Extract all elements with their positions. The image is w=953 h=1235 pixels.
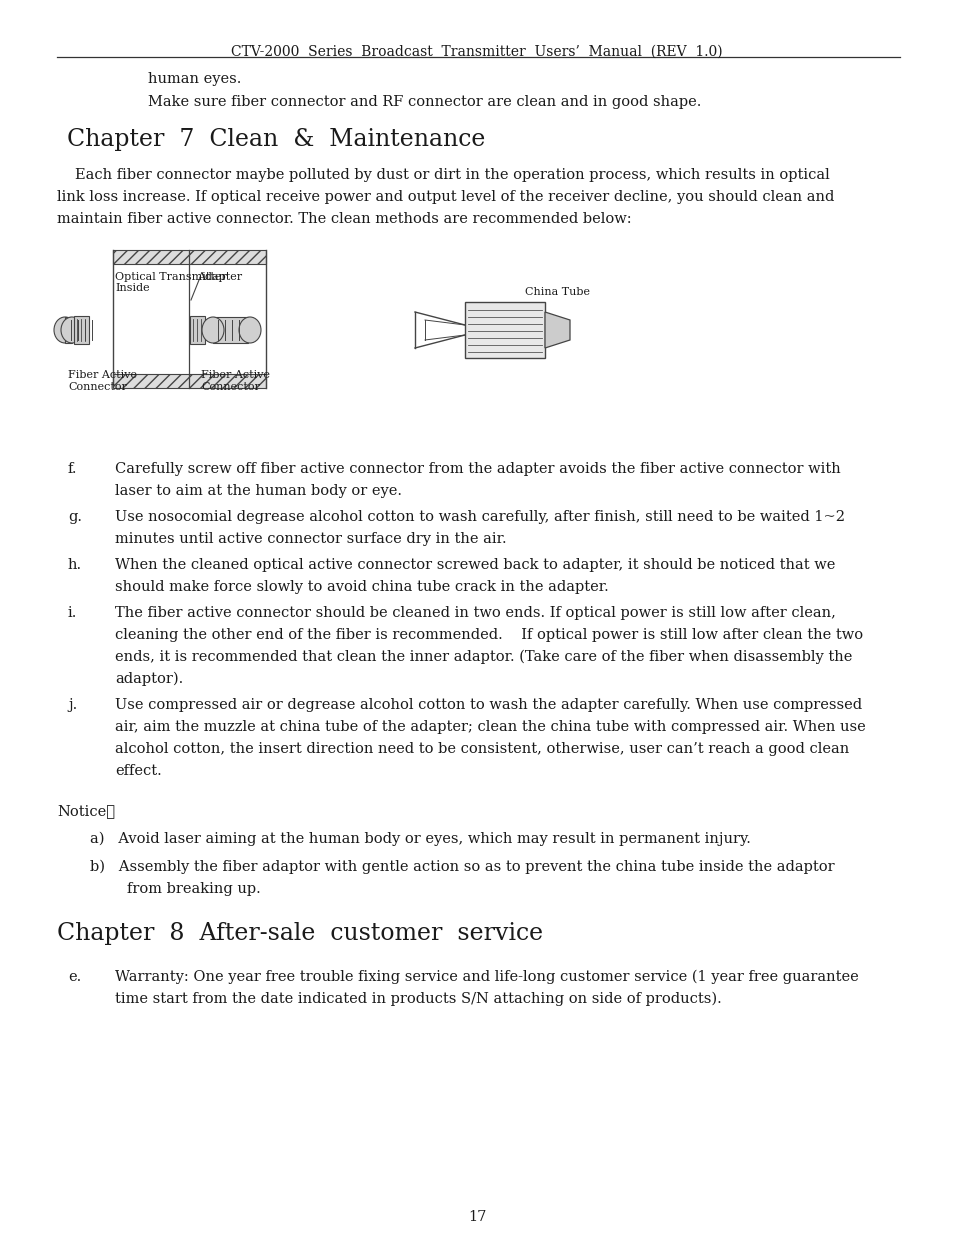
Ellipse shape: [202, 317, 224, 343]
Text: f.: f.: [68, 462, 77, 475]
Text: Carefully screw off fiber active connector from the adapter avoids the fiber act: Carefully screw off fiber active connect…: [115, 462, 840, 475]
Bar: [74, 316, 89, 345]
Ellipse shape: [239, 317, 261, 343]
Text: air, aim the muzzle at china tube of the adapter; clean the china tube with comp: air, aim the muzzle at china tube of the…: [115, 720, 864, 734]
Text: Chapter  7  Clean  &  Maintenance: Chapter 7 Clean & Maintenance: [67, 128, 485, 151]
Text: CTV-2000  Series  Broadcast  Transmitter  Users’  Manual  (REV  1.0): CTV-2000 Series Broadcast Transmitter Us…: [231, 44, 722, 59]
Text: Use nosocomial degrease alcohol cotton to wash carefully, after finish, still ne: Use nosocomial degrease alcohol cotton t…: [115, 510, 844, 524]
Text: e.: e.: [68, 969, 81, 984]
Text: i.: i.: [68, 606, 77, 620]
Text: Fiber Active: Fiber Active: [68, 370, 137, 380]
Bar: [190, 316, 205, 345]
Text: maintain fiber active connector. The clean methods are recommended below:: maintain fiber active connector. The cle…: [57, 212, 631, 226]
Text: Warranty: One year free trouble fixing service and life-long customer service (1: Warranty: One year free trouble fixing s…: [115, 969, 858, 984]
Text: should make force slowly to avoid china tube crack in the adapter.: should make force slowly to avoid china …: [115, 580, 608, 594]
Text: minutes until active connector surface dry in the air.: minutes until active connector surface d…: [115, 532, 506, 546]
Text: a)   Avoid laser aiming at the human body or eyes, which may result in permanent: a) Avoid laser aiming at the human body …: [90, 832, 750, 846]
Text: Adapter: Adapter: [196, 272, 242, 282]
Text: effect.: effect.: [115, 764, 162, 778]
Text: link loss increase. If optical receive power and output level of the receiver de: link loss increase. If optical receive p…: [57, 190, 834, 204]
Text: Notice：: Notice：: [57, 804, 115, 818]
Text: Optical Transmitter: Optical Transmitter: [115, 272, 227, 282]
Bar: [65, 317, 71, 343]
Text: Use compressed air or degrease alcohol cotton to wash the adapter carefully. Whe: Use compressed air or degrease alcohol c…: [115, 698, 862, 713]
Text: adaptor).: adaptor).: [115, 672, 183, 687]
Text: Connector: Connector: [68, 382, 127, 391]
Bar: [464, 303, 544, 358]
Text: j.: j.: [68, 698, 77, 713]
Text: from breaking up.: from breaking up.: [127, 882, 260, 897]
Text: ends, it is recommended that clean the inner adaptor. (Take care of the fiber wh: ends, it is recommended that clean the i…: [115, 650, 851, 664]
Text: Fiber Active: Fiber Active: [201, 370, 270, 380]
Text: When the cleaned optical active connector screwed back to adapter, it should be : When the cleaned optical active connecto…: [115, 558, 835, 572]
Text: b)   Assembly the fiber adaptor with gentle action so as to prevent the china tu: b) Assembly the fiber adaptor with gentl…: [90, 860, 834, 874]
Text: g.: g.: [68, 510, 82, 524]
Bar: [112, 249, 266, 264]
Text: Make sure fiber connector and RF connector are clean and in good shape.: Make sure fiber connector and RF connect…: [148, 95, 700, 109]
Text: h.: h.: [68, 558, 82, 572]
Text: cleaning the other end of the fiber is recommended.    If optical power is still: cleaning the other end of the fiber is r…: [115, 629, 862, 642]
Bar: [112, 374, 266, 388]
Text: Chapter  8  After-sale  customer  service: Chapter 8 After-sale customer service: [57, 923, 542, 945]
Text: Inside: Inside: [115, 283, 150, 293]
Text: 17: 17: [467, 1210, 486, 1224]
Text: The fiber active connector should be cleaned in two ends. If optical power is st: The fiber active connector should be cle…: [115, 606, 835, 620]
Text: China Tube: China Tube: [524, 287, 589, 296]
Text: alcohol cotton, the insert direction need to be consistent, otherwise, user can’: alcohol cotton, the insert direction nee…: [115, 742, 848, 756]
Bar: [213, 317, 248, 343]
Ellipse shape: [54, 317, 76, 343]
Text: Each fiber connector maybe polluted by dust or dirt in the operation process, wh: Each fiber connector maybe polluted by d…: [75, 168, 829, 182]
Text: Connector: Connector: [201, 382, 259, 391]
Text: human eyes.: human eyes.: [148, 72, 241, 86]
Text: time start from the date indicated in products S/N attaching on side of products: time start from the date indicated in pr…: [115, 992, 721, 1007]
Ellipse shape: [61, 317, 83, 343]
Polygon shape: [544, 312, 569, 348]
Text: laser to aim at the human body or eye.: laser to aim at the human body or eye.: [115, 484, 401, 498]
